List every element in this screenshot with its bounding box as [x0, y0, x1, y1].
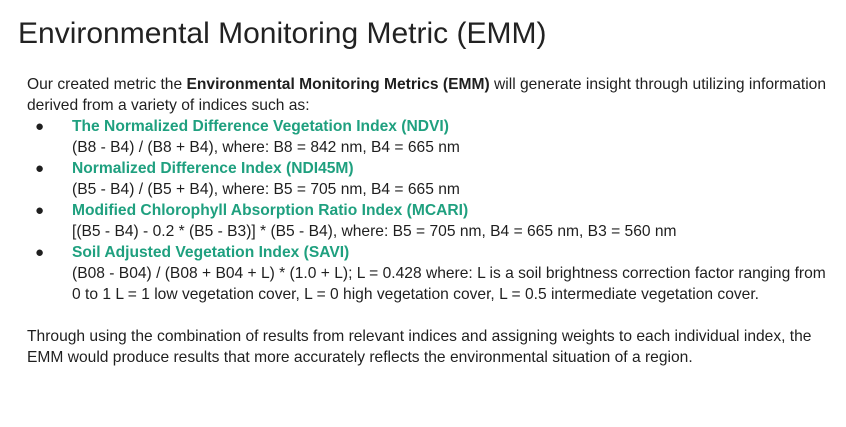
index-formula: (B08 - B04) / (B08 + B04 + L) * (1.0 + L… — [72, 265, 826, 303]
index-name: Modified Chlorophyll Absorption Ratio In… — [72, 202, 469, 219]
bullet-icon: ● — [35, 118, 45, 135]
index-formula: [(B5 - B4) - 0.2 * (B5 - B3)] * (B5 - B4… — [72, 223, 677, 240]
index-name: The Normalized Difference Vegetation Ind… — [72, 118, 449, 135]
index-list: ● The Normalized Difference Vegetation I… — [27, 116, 827, 305]
bullet-icon: ● — [35, 160, 45, 177]
list-item-savi: ● Soil Adjusted Vegetation Index (SAVI) … — [27, 242, 827, 305]
index-name: Soil Adjusted Vegetation Index (SAVI) — [72, 244, 350, 261]
index-formula: (B5 - B4) / (B5 + B4), where: B5 = 705 n… — [72, 181, 460, 198]
bullet-icon: ● — [35, 202, 45, 219]
intro-text-before: Our created metric the — [27, 76, 187, 93]
index-name: Normalized Difference Index (NDI45M) — [72, 160, 354, 177]
page-title: Environmental Monitoring Metric (EMM) — [18, 17, 547, 50]
list-item-mcari: ● Modified Chlorophyll Absorption Ratio … — [27, 200, 827, 242]
intro-text-after: will generate insight through utilizing … — [27, 76, 827, 114]
index-formula: (B8 - B4) / (B8 + B4), where: B8 = 842 n… — [72, 139, 460, 156]
intro-bold-term: Environmental Monitoring Metrics (EMM) — [186, 76, 490, 93]
list-item-ndi45m: ● Normalized Difference Index (NDI45M) (… — [27, 158, 827, 200]
content-body: Our created metric the Environmental Mon… — [27, 74, 827, 368]
bullet-icon: ● — [35, 244, 45, 261]
intro-paragraph: Our created metric the Environmental Mon… — [27, 74, 827, 116]
list-item-ndvi: ● The Normalized Difference Vegetation I… — [27, 116, 827, 158]
conclusion-paragraph: Through using the combination of results… — [27, 328, 812, 366]
